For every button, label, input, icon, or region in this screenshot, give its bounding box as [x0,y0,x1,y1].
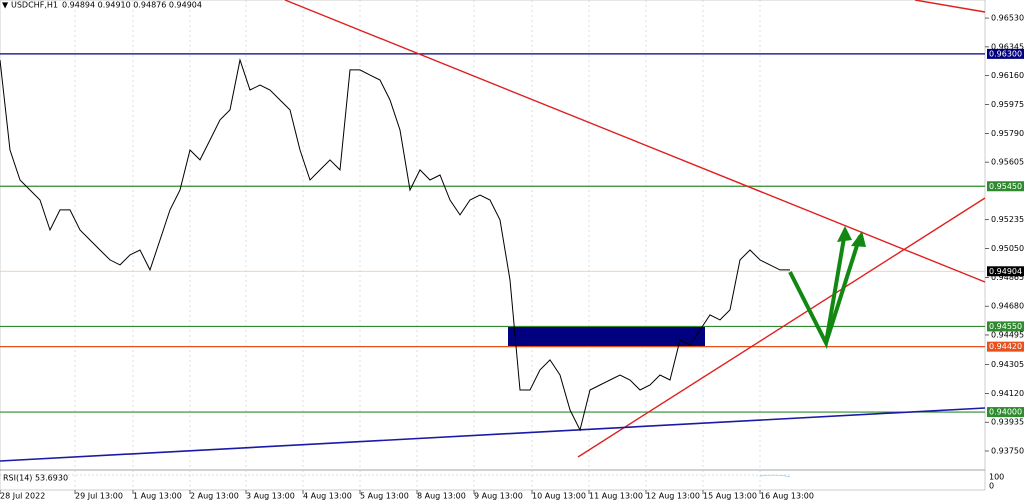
x-tick-label: 12 Aug 13:00 [646,492,700,501]
y-tick-label: 0.93750 [991,447,1024,456]
level-label-bg [987,407,1024,418]
level-label-bg [987,266,1024,277]
grid [0,0,989,494]
trend-line [577,197,986,458]
x-tick-label: 28 Jul 2022 [0,492,45,501]
triangle-icon: ▼ [2,1,9,10]
x-tick-label: 3 Aug 13:00 [246,492,295,501]
y-tick-label: 0.95235 [991,215,1024,224]
y-tick-label: 0.96530 [991,14,1024,23]
price-line [0,58,790,432]
y-tick-label: 0.95975 [991,100,1024,109]
x-tick-label: 8 Aug 13:00 [417,492,466,501]
arrow-head [837,226,852,242]
trend-line [284,0,986,283]
level-label: 0.94550 [989,322,1022,331]
level-label-bg [987,48,1024,59]
plot-frame [0,0,986,491]
y-tick-label: 0.94120 [991,389,1024,398]
levels [0,53,985,413]
level-label: 0.96300 [989,49,1022,58]
arrows [788,231,862,350]
y-tick-label: 0.96160 [991,71,1024,80]
y-tick-label: 0.96345 [991,42,1024,51]
x-tick-label: 15 Aug 13:00 [703,492,757,501]
symbol: USDCHF,H1 [11,1,58,10]
trend-line [914,0,986,13]
quote: 0.94894 0.94910 0.94876 0.94904 [62,1,202,10]
level-label: 0.94904 [989,267,1022,276]
supply-zone [508,326,705,346]
arrow-head [851,231,866,247]
level-label-bg [987,341,1024,352]
x-tick-label: 16 Aug 13:00 [760,492,814,501]
x-tick-label: 4 Aug 13:00 [303,492,352,501]
x-tick-label: 29 Jul 13:00 [75,492,123,501]
indicator-tick: 100 [989,473,1004,482]
y-tick-label: 0.94865 [991,273,1024,282]
trend-line [0,407,986,462]
x-tick-label: 5 Aug 13:00 [360,492,409,501]
y-tick-label: 0.95605 [991,158,1024,167]
y-tick-label: 0.94495 [991,330,1024,339]
arrow [824,235,862,344]
level-label-bg [987,321,1024,332]
x-tick-label: 10 Aug 13:00 [532,492,586,501]
x-tick-label: 1 Aug 13:00 [133,492,182,501]
level-label: 0.95450 [989,182,1022,191]
y-tick-label: 0.95790 [991,129,1024,138]
level-label: 0.94420 [989,342,1022,351]
y-tick-label: 0.94680 [991,302,1024,311]
level-label: 0.94000 [989,408,1022,417]
y-tick-label: 0.93935 [991,418,1024,427]
indicator-label: RSI(14) 53.6930 [3,474,68,483]
price-series [0,58,790,432]
indicator-tick: 0 [989,482,994,491]
level-label-bg [987,181,1024,192]
y-tick-label: 0.94305 [991,360,1024,369]
x-tick-label: 11 Aug 13:00 [589,492,643,501]
y-tick-label: 0.95050 [991,244,1024,253]
x-tick-label: 9 Aug 13:00 [474,492,523,501]
x-tick-label: 2 Aug 13:00 [190,492,239,501]
